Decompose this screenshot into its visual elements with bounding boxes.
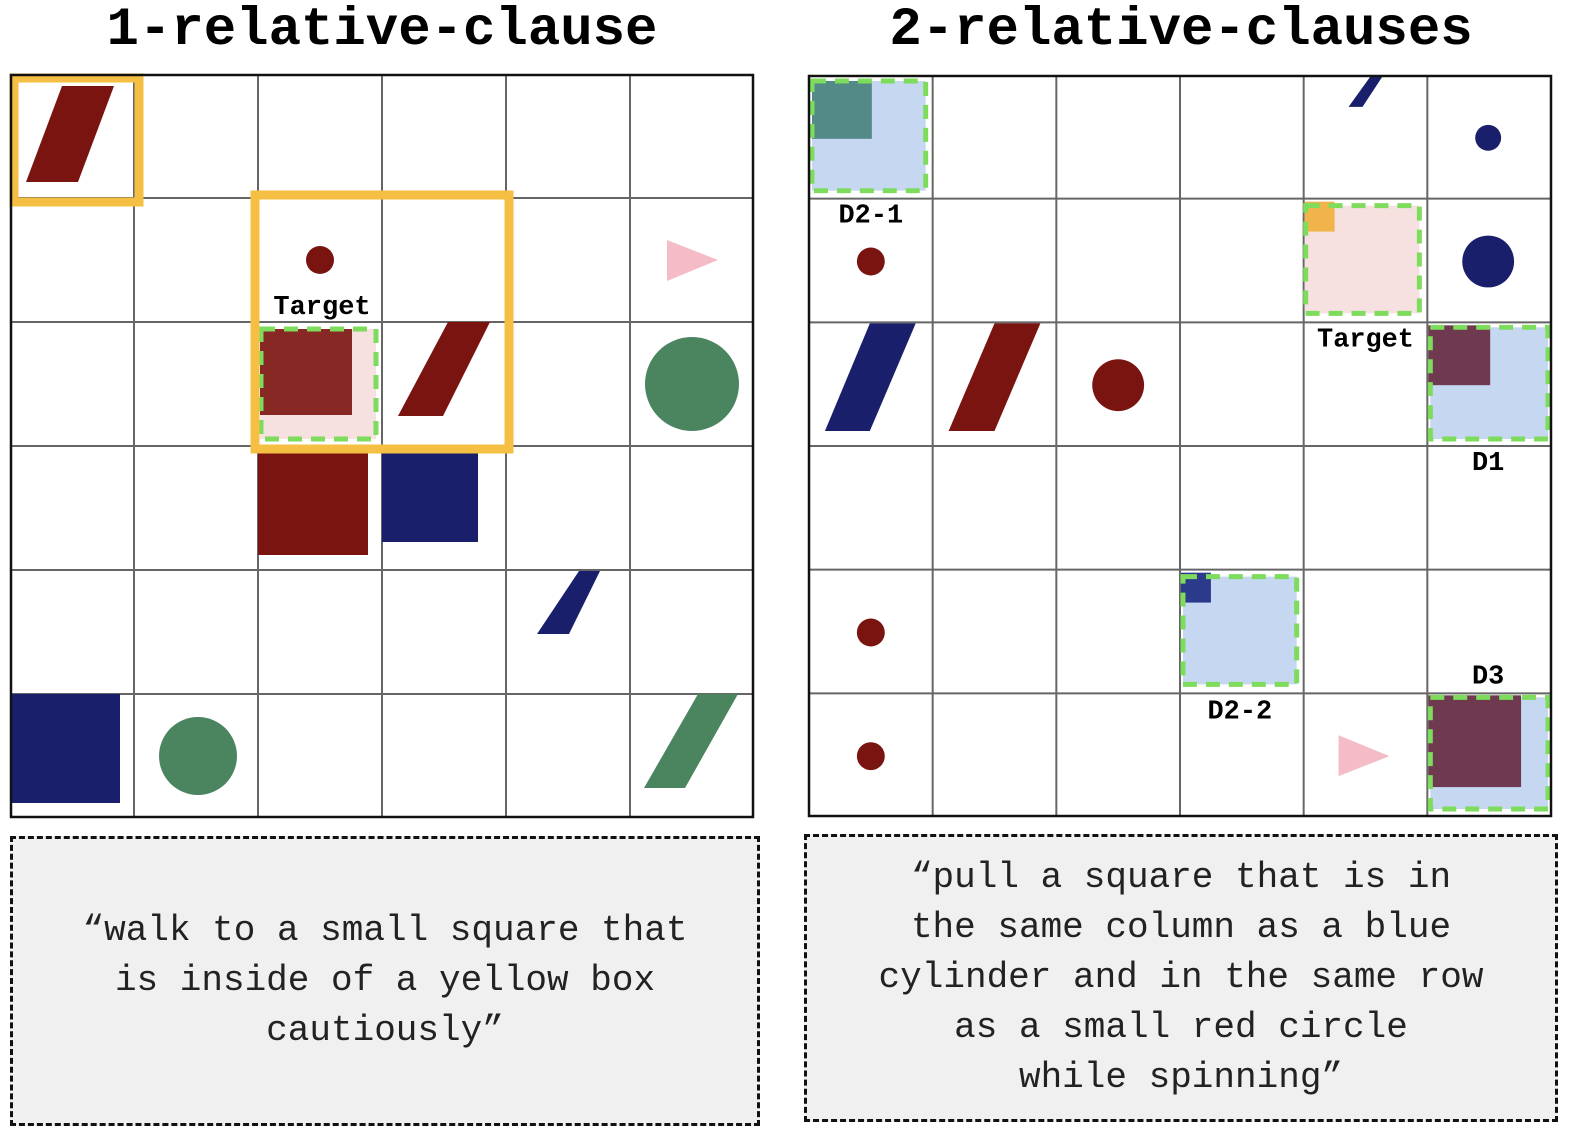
grid-border [9,73,755,819]
big-red-square [258,446,368,555]
small-red-circle [856,742,885,771]
d2-2-highlight-border [1180,574,1300,687]
grid-lines [808,74,1552,818]
green-circle [159,717,237,795]
small-red-circle [306,246,334,274]
green-cylinder [644,694,738,788]
d2-2-label: D2-2 [1208,697,1273,727]
d3-label: D3 [1472,662,1504,692]
teal-square [811,80,872,139]
target-label: Target [273,293,370,323]
red-cylinder [398,322,490,416]
blue-cylinder [824,323,916,432]
d1-highlight-border [1427,324,1551,442]
left-instruction-text: “walk to a small square that is inside o… [82,910,688,1051]
small-red-circle [856,247,885,276]
red-cylinder [948,323,1041,432]
purple-square [1428,695,1522,788]
d2-1-label: D2-1 [839,202,904,232]
left-grid-world: Target [9,73,755,819]
yellow-box-small [9,73,144,207]
yellow-box-large [250,190,514,454]
red-circle [1092,359,1145,412]
target-highlight-border [1303,203,1422,316]
red-cylinder [26,86,114,182]
pink-triangle [1338,735,1390,777]
small-red-square-target [260,329,352,415]
big-blue-square [10,694,120,803]
blue-cylinder [1348,74,1384,107]
blue-square [382,446,478,542]
green-circle [645,337,739,431]
right-grid-world: D2-1 Target D1 D2-2 D3 [807,74,1553,818]
d3-highlight-border [1427,694,1551,812]
d2-1-highlight-border [809,78,929,194]
right-instruction-caption: “pull a square that is in the same colum… [804,834,1558,1122]
left-panel-title: 1-relative-clause [106,0,658,61]
target-label: Target [1317,325,1414,355]
grid-border [807,74,1553,818]
right-panel-title: 2-relative-clauses [889,0,1473,61]
d1-label: D1 [1472,449,1504,479]
small-blue-circle [1475,124,1502,151]
purple-square [1428,325,1491,386]
target-highlight-border [258,326,379,442]
blue-cylinder [537,571,600,634]
blue-circle [1462,235,1515,288]
pink-triangle [667,240,718,281]
left-instruction-caption: “walk to a small square that is inside o… [10,836,760,1126]
right-instruction-text: “pull a square that is in the same colum… [878,857,1484,1098]
small-red-circle [856,618,885,647]
